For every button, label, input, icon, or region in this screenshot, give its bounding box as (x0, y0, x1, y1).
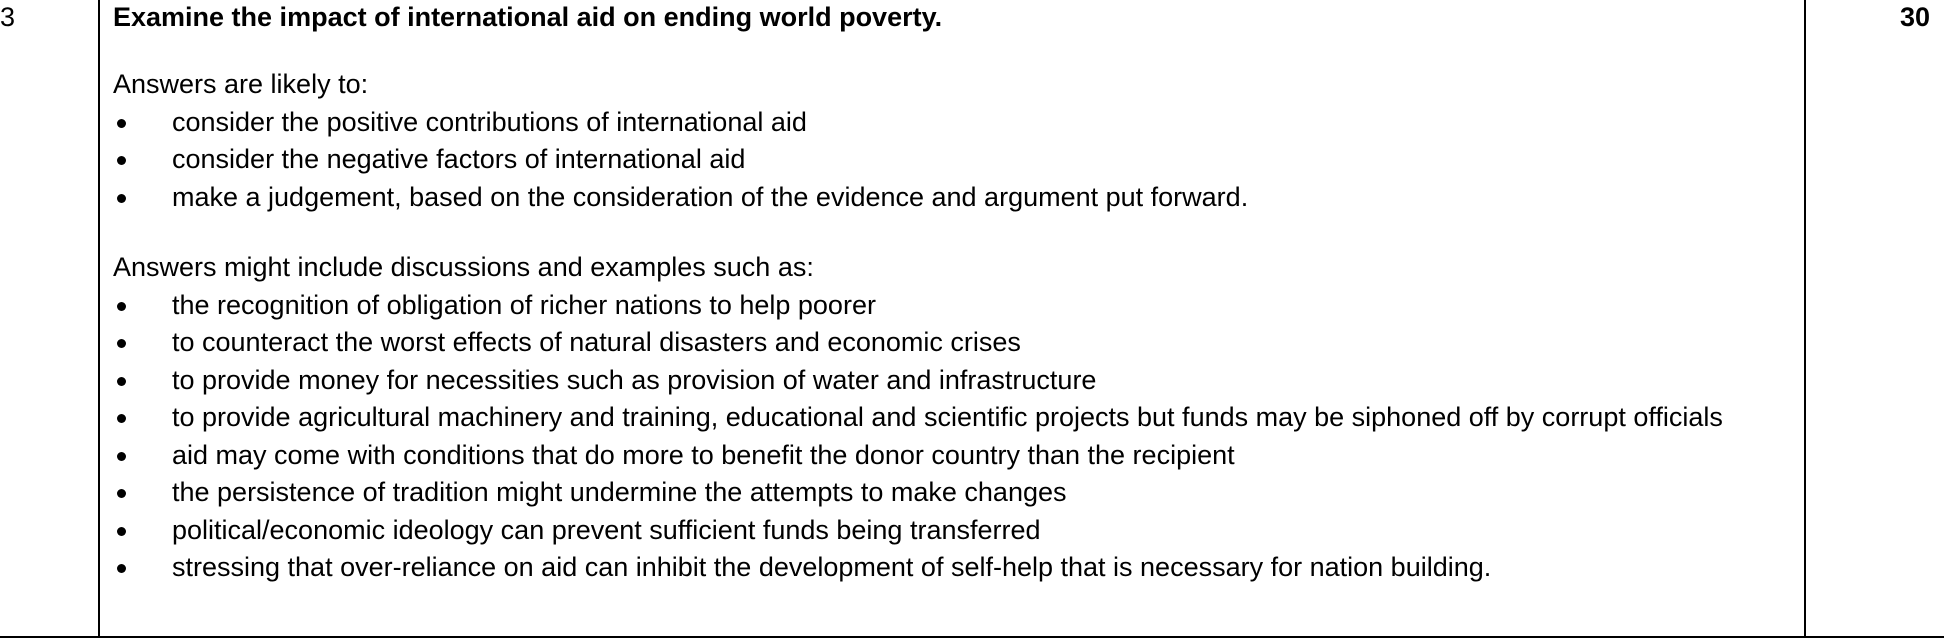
list-item: to provide agricultural machinery and tr… (113, 399, 1783, 437)
list-item: stressing that over-reliance on aid can … (113, 549, 1783, 587)
list-item: to provide money for necessities such as… (113, 362, 1783, 400)
section-intro: Answers are likely to: (113, 69, 369, 99)
column-divider-left (98, 0, 100, 638)
bullet-icon (117, 376, 126, 386)
table-bottom-border (0, 636, 1944, 638)
section-spacer (113, 216, 1783, 249)
section-examples: Answers might include discussions and ex… (113, 249, 1783, 587)
bullet-icon (117, 118, 126, 128)
bullet-icon (117, 451, 126, 461)
bullet-icon (117, 339, 126, 348)
question-number: 3 (0, 2, 16, 32)
list-item: make a judgement, based on the considera… (113, 179, 1783, 217)
bullet-icon (117, 156, 126, 165)
marks-value: 30 (1899, 2, 1930, 32)
column-divider-right (1804, 0, 1806, 638)
list-item: to counteract the worst effects of natur… (113, 324, 1783, 362)
section-intro: Answers might include discussions and ex… (113, 252, 814, 282)
bullet-list: the recognition of obligation of richer … (113, 287, 1783, 587)
bullet-icon (117, 301, 126, 311)
list-item: consider the negative factors of interna… (113, 141, 1783, 179)
bullet-icon (117, 526, 126, 536)
section-likely: Answers are likely to: consider the posi… (113, 66, 1783, 216)
list-item: the recognition of obligation of richer … (113, 287, 1783, 325)
bullet-list: consider the positive contributions of i… (113, 104, 1783, 217)
list-item: aid may come with conditions that do mor… (113, 437, 1783, 475)
list-item: the persistence of tradition might under… (113, 474, 1783, 512)
answer-guidance-cell: Examine the impact of international aid … (113, 0, 1783, 587)
list-item: political/economic ideology can prevent … (113, 512, 1783, 550)
bullet-icon (117, 193, 126, 203)
bullet-icon (117, 414, 126, 423)
list-item: consider the positive contributions of i… (113, 104, 1783, 142)
bullet-icon (117, 564, 126, 573)
question-text: Examine the impact of international aid … (113, 2, 943, 32)
bullet-icon (117, 489, 126, 498)
